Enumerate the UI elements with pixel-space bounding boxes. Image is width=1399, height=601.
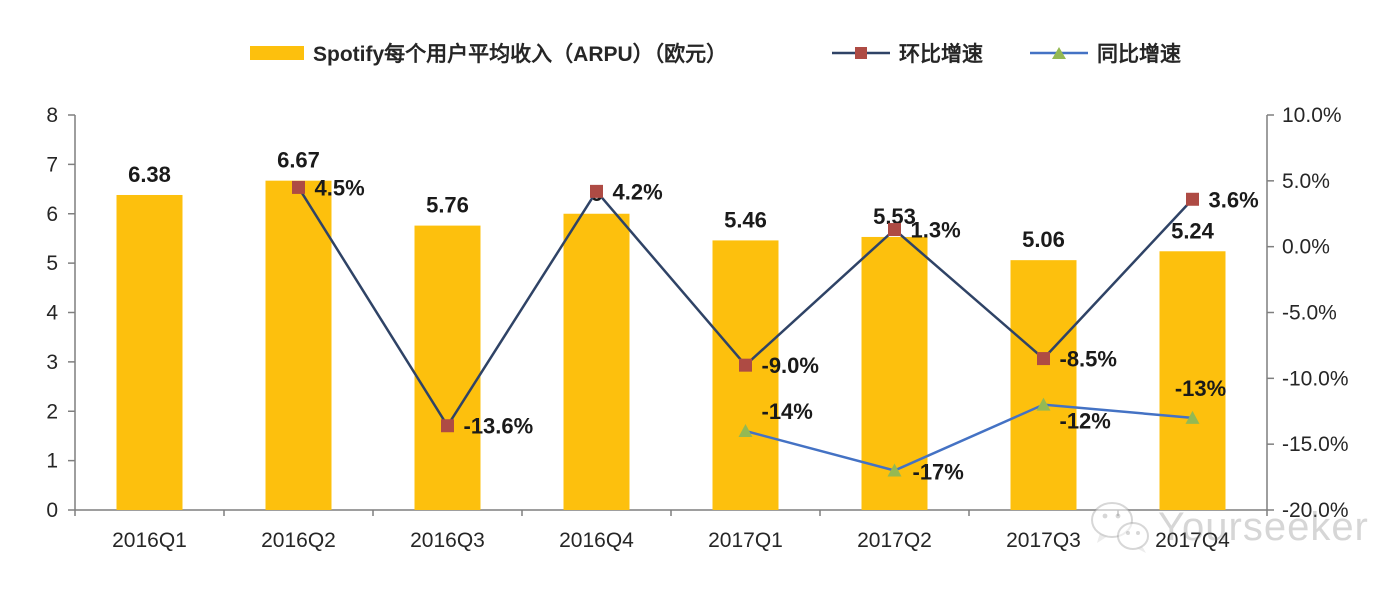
arpu-bar-value-label: 5.06 — [1022, 227, 1065, 252]
qoq-marker-icon — [292, 180, 305, 194]
yoy-point-label: -14% — [762, 399, 813, 424]
qoq-marker-icon — [1186, 192, 1199, 206]
left-axis-tick-label: 6 — [46, 203, 58, 226]
arpu-bar-value-label: 6.67 — [277, 148, 320, 173]
x-axis-label: 2016Q1 — [112, 529, 187, 552]
yoy-point-label: -13% — [1175, 376, 1226, 401]
left-axis-tick-label: 1 — [46, 450, 58, 473]
arpu-bar — [1010, 260, 1077, 510]
arpu-bar-value-label: 5.24 — [1171, 218, 1215, 243]
yoy-marker-icon — [1185, 410, 1200, 424]
arpu-legend-swatch-icon — [250, 46, 304, 60]
left-axis-tick-label: 7 — [46, 153, 58, 176]
right-axis-tick-label: 0.0% — [1282, 236, 1330, 259]
x-axis-label: 2017Q2 — [857, 529, 932, 552]
qoq-marker-icon — [739, 358, 752, 372]
x-axis-label: 2017Q4 — [1155, 529, 1230, 552]
arpu-bar-value-label: 6.38 — [128, 162, 171, 187]
qoq-point-label: 4.2% — [613, 179, 663, 204]
arpu-bar — [414, 225, 481, 510]
qoq-legend-line-marker-icon — [832, 47, 890, 59]
left-axis-tick-label: 0 — [46, 499, 58, 522]
left-axis-tick-label: 4 — [46, 302, 58, 325]
arpu-bar — [116, 194, 183, 511]
yoy-legend-line-marker-icon — [1030, 47, 1088, 59]
qoq-point-label: 1.3% — [911, 218, 961, 243]
right-axis-tick-label: 10.0% — [1282, 104, 1342, 127]
left-axis-tick-label: 8 — [46, 104, 58, 127]
yoy-legend-label: 同比增速 — [1097, 43, 1181, 66]
yoy-point-label: -12% — [1060, 409, 1111, 434]
qoq-marker-icon — [1037, 352, 1050, 366]
legend-item-yoy: 同比增速 — [1030, 38, 1181, 68]
qoq-marker-icon — [441, 419, 454, 433]
right-axis-tick-label: 5.0% — [1282, 170, 1330, 193]
qoq-point-label: -13.6% — [464, 414, 534, 439]
qoq-point-label: -8.5% — [1060, 347, 1117, 372]
legend-item-qoq: 环比增速 — [832, 38, 983, 68]
arpu-bar-value-label: 5.76 — [426, 193, 469, 218]
left-axis-tick-label: 5 — [46, 252, 58, 275]
yoy-marker-icon — [738, 424, 753, 437]
right-axis-tick-label: -5.0% — [1282, 302, 1337, 325]
left-axis-tick-label: 3 — [46, 351, 58, 374]
x-axis-label: 2016Q4 — [559, 529, 634, 552]
yoy-marker-icon — [1036, 397, 1051, 411]
qoq-point-label: -9.0% — [762, 353, 819, 378]
arpu-legend-label: Spotify每个用户平均收入（ARPU）（欧元） — [313, 43, 728, 66]
qoq-point-label: 3.6% — [1209, 187, 1259, 212]
yoy-point-label: -17% — [913, 460, 964, 485]
arpu-bar-value-label: 5.46 — [724, 207, 767, 232]
right-axis-tick-label: -10.0% — [1282, 367, 1349, 390]
arpu-bar — [265, 180, 332, 510]
legend-item-arpu: Spotify每个用户平均收入（ARPU）（欧元） — [250, 38, 727, 68]
qoq-legend-label: 环比增速 — [899, 43, 983, 66]
qoq-marker-icon — [888, 223, 901, 237]
qoq-marker-icon — [590, 184, 603, 198]
right-axis-tick-label: -15.0% — [1282, 433, 1349, 456]
qoq-point-label: 4.5% — [315, 175, 365, 200]
yoy-marker-icon — [887, 463, 902, 477]
x-axis-label: 2016Q3 — [410, 529, 485, 552]
right-axis-tick-label: -20.0% — [1282, 499, 1349, 522]
x-axis-label: 2017Q1 — [708, 529, 783, 552]
left-axis-tick-label: 2 — [46, 400, 58, 423]
yoy-line — [745, 403, 1193, 472]
arpu-bar — [563, 213, 630, 510]
x-axis-label: 2017Q3 — [1006, 529, 1081, 552]
arpu-bar — [1159, 251, 1226, 510]
arpu-bar — [712, 240, 779, 510]
x-axis-label: 2016Q2 — [261, 529, 336, 552]
